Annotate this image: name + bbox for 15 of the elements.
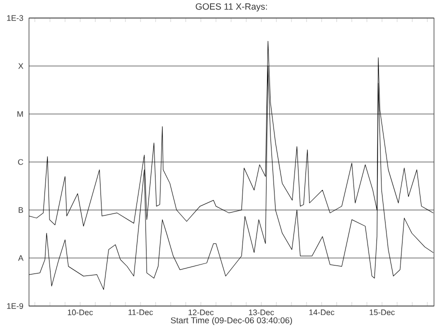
y-tick-label: M: [17, 111, 23, 117]
x-tick-label: 11-Dec: [128, 310, 153, 316]
y-tick-label: 1E-9: [7, 303, 24, 309]
y-tick-label: C: [18, 159, 24, 165]
y-tick-label: X: [18, 63, 24, 69]
x-tick-label: 15-Dec: [370, 310, 395, 316]
x-tick-label: 14-Dec: [309, 310, 334, 316]
x-axis-title: Start Time (09-Dec-06 03:40:06): [170, 317, 292, 325]
x-tick-label: 12-Dec: [188, 310, 214, 316]
x-tick-label: 13-Dec: [248, 310, 274, 316]
chart-title: GOES 11 X-Rays:: [196, 3, 267, 12]
x-tick-label: 10-Dec: [68, 310, 93, 316]
y-tick-label: 1E-3: [7, 15, 24, 21]
y-tick-label: A: [18, 255, 24, 261]
y-tick-label: B: [18, 207, 24, 213]
